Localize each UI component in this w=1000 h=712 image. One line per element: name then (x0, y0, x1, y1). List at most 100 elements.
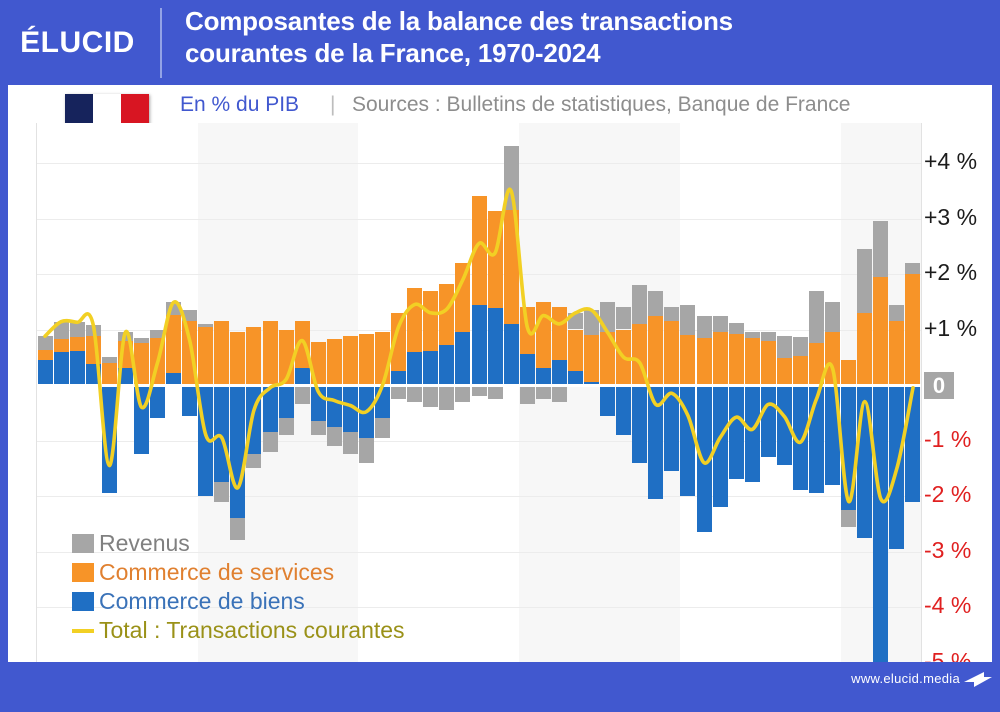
bar-goods-2013 (728, 385, 744, 480)
y-tick-4: +4 % (924, 148, 978, 174)
bar-services-1997 (471, 196, 487, 305)
bar-goods-1982 (230, 385, 246, 519)
bar-goods-1977 (150, 385, 166, 419)
bar-revenues-1979 (182, 310, 198, 322)
bar-revenues-1985 (278, 418, 294, 435)
bar-services-2012 (712, 332, 728, 385)
bar-services-2004 (584, 335, 599, 383)
bar-goods-1988 (326, 385, 342, 427)
bar-goods-2005 (600, 385, 616, 416)
bar-goods-1998 (487, 308, 503, 385)
bar-goods-1987 (310, 385, 326, 422)
bar-services-2021 (857, 312, 873, 385)
bar-goods-1981 (214, 385, 230, 483)
bar-goods-1995 (439, 345, 455, 385)
legend-label-services: Commerce de services (99, 558, 335, 585)
bar-goods-1979 (182, 385, 198, 416)
page-footer: www.elucid.media (0, 662, 1000, 700)
bar-revenues-2024 (905, 262, 921, 274)
legend-swatch-services (72, 562, 94, 582)
bar-revenues-1987 (310, 421, 326, 435)
bar-revenues-1983 (246, 454, 262, 469)
bar-goods-2011 (696, 385, 712, 533)
legend-swatch-biens (72, 591, 94, 611)
logo-text: ÉLUCID (20, 25, 135, 59)
bar-goods-1993 (407, 351, 423, 385)
y-tick-zero: 0 (924, 372, 954, 399)
bar-goods-1991 (375, 385, 391, 419)
bar-revenues-2004 (584, 310, 599, 336)
bar-revenues-1982 (230, 518, 246, 541)
bar-services-1971 (53, 339, 69, 352)
bar-revenues-2010 (680, 304, 696, 336)
bar-revenues-1978 (166, 302, 182, 315)
bar-goods-2000 (519, 354, 535, 385)
page-title: Composantes de la balance des transactio… (185, 6, 965, 69)
bar-services-2016 (776, 358, 792, 385)
bar-goods-2010 (680, 385, 696, 496)
header-divider (160, 8, 162, 78)
bar-goods-2016 (776, 385, 792, 466)
bar-revenues-2022 (873, 221, 889, 277)
bar-services-1978 (166, 314, 182, 373)
bar-goods-2001 (535, 368, 551, 385)
bar-services-1976 (133, 343, 149, 385)
bar-revenues-2021 (857, 249, 873, 313)
bar-services-2011 (696, 337, 712, 385)
legend-item-total[interactable]: Total : Transactions courantes (72, 616, 405, 644)
bar-services-1972 (69, 336, 85, 351)
bar-revenues-1995 (439, 385, 455, 410)
bar-services-1977 (150, 337, 166, 385)
bar-services-2017 (792, 356, 808, 385)
bar-goods-2018 (809, 385, 825, 494)
elucid-logo[interactable]: ÉLUCID (0, 0, 155, 85)
footer-url[interactable]: www.elucid.media (851, 671, 960, 686)
bar-services-1974 (101, 362, 117, 385)
bar-services-1986 (294, 321, 310, 369)
gridline (37, 496, 921, 497)
bar-services-1975 (117, 340, 133, 369)
bar-goods-2008 (648, 385, 664, 499)
title-line-1: Composantes de la balance des transactio… (185, 6, 733, 36)
y-tick-2: +2 % (924, 259, 978, 285)
bar-goods-2023 (889, 385, 905, 549)
bar-services-2023 (889, 321, 905, 385)
legend-label-total: Total : Transactions courantes (99, 616, 405, 643)
legend-item-biens[interactable]: Commerce de biens (72, 587, 405, 615)
bar-services-2002 (551, 307, 567, 361)
bar-goods-1984 (262, 385, 278, 433)
bar-revenues-2007 (632, 285, 648, 324)
bar-goods-2015 (760, 385, 776, 458)
page-header: ÉLUCID Composantes de la balance des tra… (0, 0, 1000, 85)
bar-revenues-1986 (294, 385, 310, 405)
bar-revenues-2001 (535, 385, 551, 399)
bar-revenues-2016 (776, 336, 792, 359)
bar-services-1987 (310, 341, 326, 385)
bar-goods-1994 (423, 350, 439, 385)
bar-goods-1980 (198, 385, 214, 496)
bar-revenues-1973 (85, 325, 101, 337)
bar-revenues-2023 (889, 304, 905, 322)
bar-goods-1983 (246, 385, 262, 455)
legend-item-services[interactable]: Commerce de services (72, 558, 405, 586)
legend-swatch-revenus (72, 533, 94, 553)
legend-swatch-total (72, 629, 94, 634)
bar-goods-1973 (85, 363, 101, 385)
bar-revenues-2019 (825, 301, 841, 333)
bar-services-2018 (809, 343, 825, 385)
y-tick--3: -3 % (924, 536, 972, 563)
bar-revenues-1977 (150, 329, 166, 338)
title-line-2: courantes de la France, 1970-2024 (185, 37, 601, 68)
bar-services-1980 (198, 326, 214, 385)
bar-goods-2022 (873, 385, 889, 663)
bar-services-2015 (760, 340, 776, 385)
bar-services-2022 (873, 276, 889, 385)
legend-item-revenus[interactable]: Revenus (72, 529, 405, 557)
bar-services-1970 (37, 350, 53, 361)
bar-services-1999 (503, 210, 519, 324)
y-tick--2: -2 % (924, 481, 972, 507)
bar-goods-1996 (455, 332, 471, 385)
bar-goods-1970 (37, 360, 53, 385)
bar-revenues-2003 (567, 312, 583, 330)
